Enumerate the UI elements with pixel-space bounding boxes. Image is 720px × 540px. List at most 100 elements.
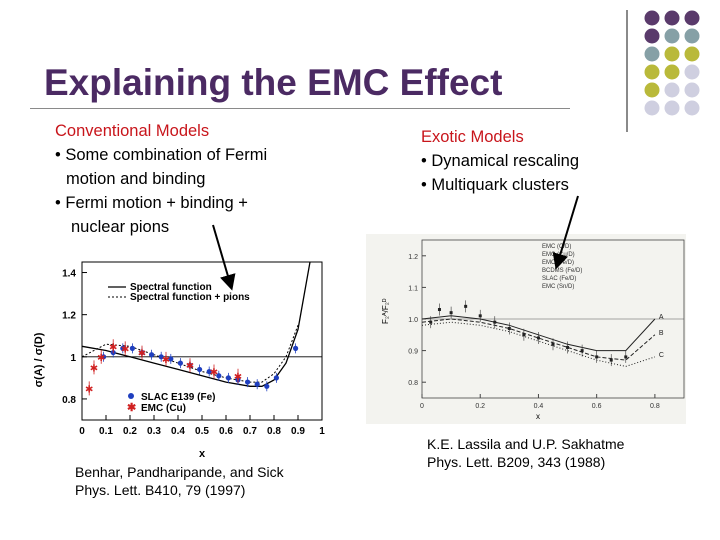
decorative-dot [664,28,680,44]
spectral-function-curve [81,261,311,387]
right-curve-label: B [659,330,664,337]
arrow-to-left-curves [212,224,236,291]
decorative-dot [664,82,680,98]
decorative-dot [664,100,680,116]
conventional-models-block: Conventional Models • Some combination o… [55,119,355,239]
slac-data-point [206,368,212,375]
slide-title: Explaining the EMC Effect [44,62,503,103]
decorative-dot [684,46,700,62]
left-citation-line1: Benhar, Pandharipande, and Sick [75,464,284,480]
emc-data-point: ✱ [109,342,117,353]
left-xtick-label: 0.5 [195,426,209,437]
left-citation-line2: Phys. Lett. B410, 79 (1997) [75,482,246,498]
emc-data-point: ✱ [162,355,170,366]
legend-spectral-pions: Spectral function + pions [130,292,250,303]
right-data-point [595,355,599,359]
right-data-point [566,345,570,349]
title-underline-rule [30,108,570,109]
right-ytick-label: 0.8 [408,380,418,387]
left-ytick-label: 0.8 [62,395,76,406]
right-data-point [493,320,497,324]
emc-data-point: ✱ [234,372,242,383]
decorative-dot [684,82,700,98]
decorative-dot [664,46,680,62]
slac-data-point [177,360,183,366]
right-citation-line1: K.E. Lassila and U.P. Sakhatme [427,436,625,452]
right-ytick-label: 1.0 [408,317,418,324]
right-data-point [478,314,482,318]
slac-data-point [149,352,155,358]
slac-data-point [168,356,174,362]
decorative-dot [644,82,660,98]
slac-data-point [273,375,279,381]
left-chart-ylabel: σ(A) / σ(D) [33,332,45,387]
benhar-ratio-chart: σ(A) / σ(D) x 0.8 1 1.2 1.4 0 0.1 0.2 0.3 0.4 0.… [33,261,325,460]
emc-data-point: ✱ [121,344,129,355]
bullet-dynamical-rescaling: • Dynamical rescaling [421,152,579,170]
decorative-dot [644,10,660,26]
left-ytick-label: 1.4 [62,269,76,280]
right-data-point [429,320,433,324]
left-xtick-label: 0.1 [99,426,113,437]
slac-data-point [245,379,251,385]
scanned-figure-background [366,234,686,424]
right-xtick-label: 0.4 [534,403,544,410]
right-ytick-label: 0.9 [408,349,418,356]
lassila-ratio-chart: 1.2 1.1 1.0 0.9 0.8 0 0.2 0.4 0.6 0.8 A B C EMC (C… [366,234,686,424]
emc-data-point: ✱ [138,349,146,360]
slac-data-point [293,345,299,351]
right-legend-entry: SLAC (Fe/D) [542,276,576,282]
left-xtick-label: 1 [319,426,325,437]
right-chart-xlabel: x [536,412,540,421]
decorative-dot [644,64,660,80]
bullet-fermi-pions-line1: • Fermi motion + binding + [55,194,248,212]
slac-data-point [225,375,231,381]
right-data-point [609,358,613,362]
legend-spectral-function: Spectral function [130,282,212,293]
right-xtick-label: 0.6 [592,403,602,410]
right-ytick-label: 1.2 [408,254,418,261]
exotic-models-heading: Exotic Models [421,128,524,146]
conventional-models-heading: Conventional Models [55,122,210,140]
slac-data-point [197,366,203,373]
decorative-dot-grid [644,10,700,116]
left-xtick-label: 0.9 [291,426,305,437]
right-data-point [507,326,511,330]
left-xtick-label: 0.7 [243,426,257,437]
bullet-fermi-pions-line2: nuclear pions [71,218,170,236]
legend-emc-marker: ✱ [127,402,136,414]
decorative-dot [684,100,700,116]
slac-data-point [129,345,135,351]
right-curve-label: C [659,352,664,359]
bullet-multiquark-clusters: • Multiquark clusters [421,176,569,194]
right-citation-line2: Phys. Lett. B209, 343 (1988) [427,454,606,470]
title-vertical-rule [626,10,628,132]
slac-data-point [120,345,126,351]
decorative-dot [664,64,680,80]
emc-data-point: ✱ [97,353,105,364]
emc-data-point: ✱ [186,361,194,372]
legend-slac-marker [128,393,134,399]
right-data-point [449,311,453,315]
right-curve-label: A [659,314,664,321]
right-data-point [551,342,555,346]
emc-data-point: ✱ [85,384,93,395]
legend-slac: SLAC E139 (Fe) [141,392,215,403]
slac-data-point [101,354,107,360]
left-ytick-label: 1 [70,353,76,364]
decorative-dot [684,64,700,80]
bullet-fermi-binding-line2: motion and binding [66,170,206,188]
arrow-to-right-curves [552,195,579,270]
emc-data-point: ✱ [90,363,98,374]
right-xtick-label: 0 [420,403,424,410]
left-xtick-label: 0.4 [171,426,185,437]
right-legend-entry: BCDMS (Fe/D) [542,268,582,274]
right-data-point [437,308,441,312]
decorative-dot [684,10,700,26]
decorative-dot [684,28,700,44]
decorative-dot [644,46,660,62]
left-xtick-label: 0 [79,426,85,437]
right-data-point [464,304,468,308]
left-xtick-label: 0.8 [267,426,281,437]
